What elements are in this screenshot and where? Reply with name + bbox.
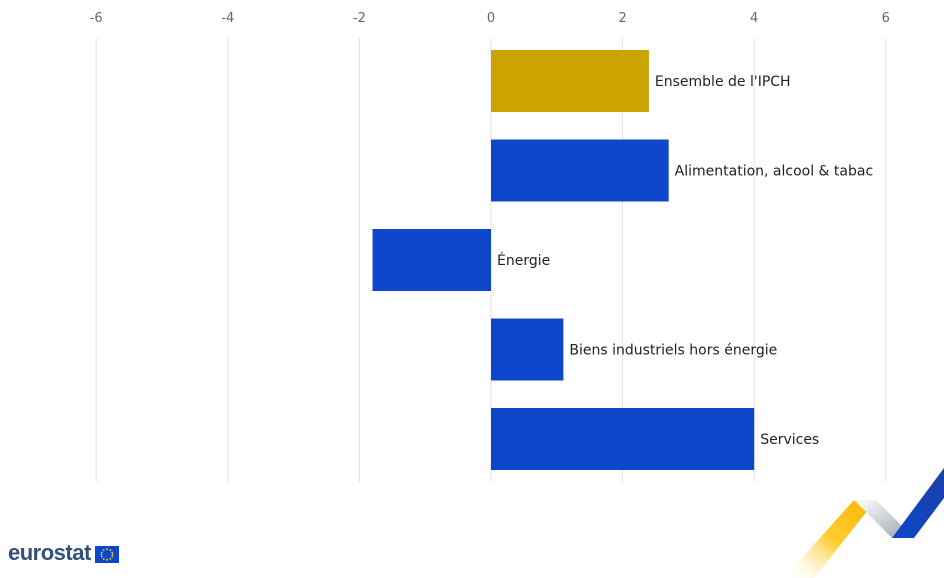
- bar: [491, 318, 564, 381]
- bar: [491, 50, 649, 112]
- category-labels: Ensemble de l'IPCH Alimentation, alcool &…: [497, 74, 873, 448]
- x-tick-label: -2: [353, 11, 366, 26]
- x-tick-label: -6: [90, 11, 103, 26]
- category-label: Ensemble de l'IPCH: [655, 74, 791, 90]
- bar-chart: -6 -4 -2 0 2 4 6 Ensemble de l'IPCH Alimentatio…: [90, 11, 890, 482]
- bar: [372, 229, 491, 291]
- category-label: Énergie: [497, 252, 550, 269]
- eu-flag-icon: [94, 545, 119, 563]
- eurostat-logo: eurostat: [8, 540, 119, 566]
- bar: [491, 408, 755, 470]
- x-tick-label: 4: [750, 11, 758, 26]
- eurostat-chevron-decoration: [784, 468, 944, 578]
- x-tick-label: -4: [221, 11, 234, 26]
- category-label: Biens industriels hors énergie: [569, 343, 777, 359]
- logo-text: eurostat: [8, 540, 91, 565]
- category-label: Services: [760, 432, 819, 448]
- x-tick-label: 6: [882, 11, 890, 26]
- x-tick-label: 0: [487, 11, 495, 26]
- x-axis-ticks: -6 -4 -2 0 2 4 6: [90, 11, 890, 26]
- bar: [491, 139, 669, 202]
- category-label: Alimentation, alcool & tabac: [675, 164, 874, 180]
- bars: [372, 50, 755, 470]
- x-tick-label: 2: [618, 11, 626, 26]
